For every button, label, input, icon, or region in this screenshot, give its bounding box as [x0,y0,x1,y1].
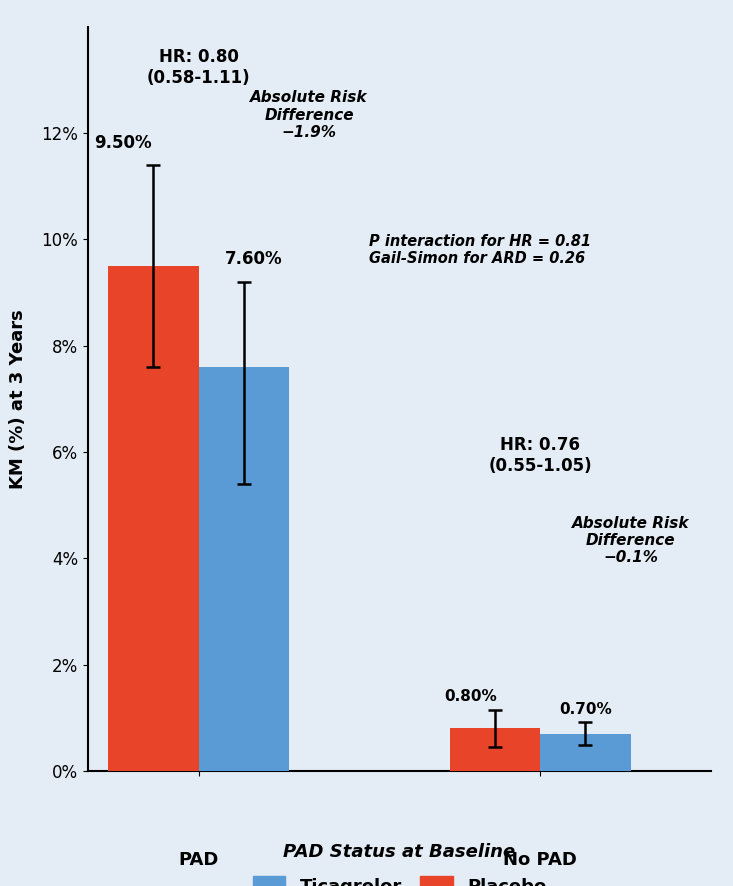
Text: Absolute Risk
Difference
−0.1%: Absolute Risk Difference −0.1% [572,516,689,565]
Text: 7.60%: 7.60% [225,251,283,268]
Text: PAD: PAD [178,851,218,868]
Text: P interaction for HR = 0.81
Gail-Simon for ARD = 0.26: P interaction for HR = 0.81 Gail-Simon f… [369,234,592,267]
Legend: Ticagrelor, Placebo: Ticagrelor, Placebo [253,876,546,886]
Bar [199,367,289,771]
Text: HR: 0.76
(0.55-1.05): HR: 0.76 (0.55-1.05) [488,436,592,475]
Bar [540,734,630,771]
Text: 9.50%: 9.50% [95,134,152,152]
Text: 0.70%: 0.70% [559,702,612,717]
Bar [450,728,540,771]
Text: No PAD: No PAD [504,851,577,868]
X-axis label: PAD Status at Baseline: PAD Status at Baseline [284,843,515,861]
Text: Absolute Risk
Difference
−1.9%: Absolute Risk Difference −1.9% [250,90,368,140]
Text: 0.80%: 0.80% [444,689,497,704]
Bar [108,266,199,771]
Y-axis label: KM (%) at 3 Years: KM (%) at 3 Years [10,309,27,488]
Text: HR: 0.80
(0.58-1.11): HR: 0.80 (0.58-1.11) [147,48,250,87]
